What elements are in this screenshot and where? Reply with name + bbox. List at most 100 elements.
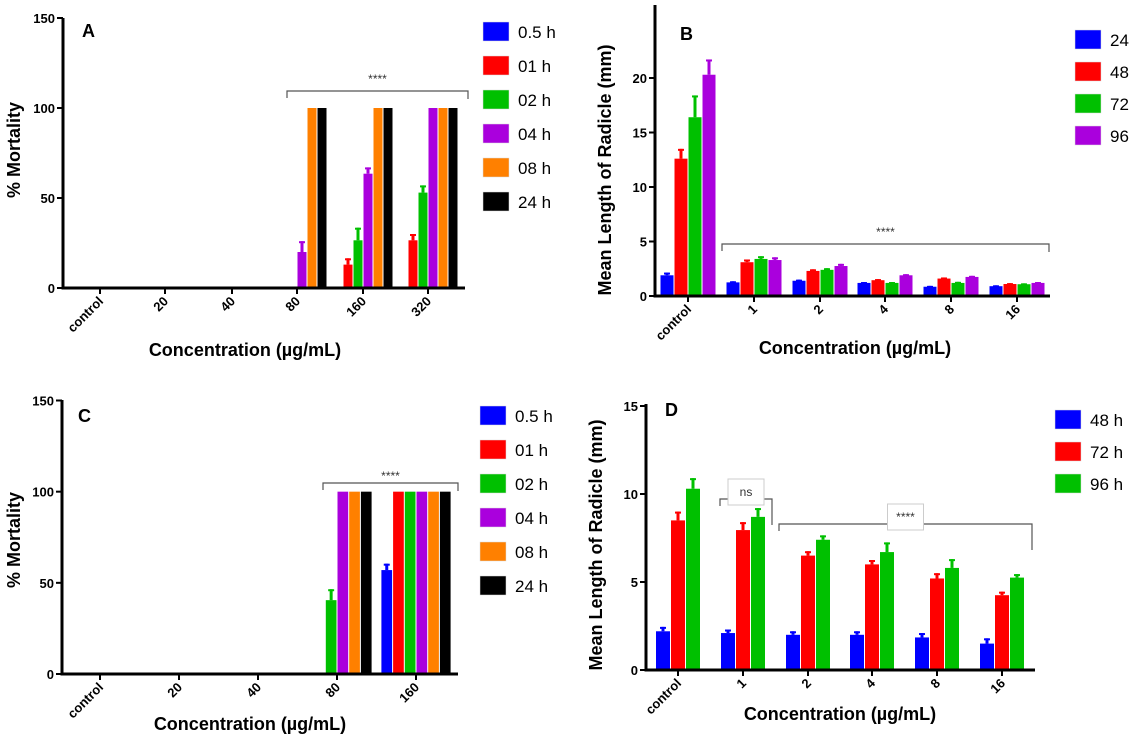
x-tick-label: control (652, 302, 694, 344)
error-cap (410, 234, 416, 236)
bar (656, 631, 670, 670)
bar (980, 643, 994, 670)
error-bar (870, 560, 874, 565)
bar (850, 634, 864, 670)
significance-box (887, 503, 924, 531)
error-cap (755, 508, 761, 511)
error-cap (869, 560, 875, 562)
x-tick-label: 160 (343, 294, 369, 320)
legend-swatch (479, 439, 507, 460)
y-tick-label: 100 (32, 485, 54, 500)
bar (349, 491, 360, 674)
error-bar (920, 633, 924, 638)
legend-swatch (1074, 61, 1102, 82)
bar (945, 567, 959, 670)
legend-swatch (482, 55, 510, 76)
error-cap (949, 559, 955, 562)
bar (1031, 282, 1045, 296)
error-cap (383, 563, 390, 566)
error-cap (690, 478, 696, 481)
legend-label: 48 (1110, 63, 1129, 82)
bar (834, 266, 848, 296)
bar (343, 264, 353, 288)
legend-label: 24 (1110, 31, 1129, 50)
error-cap (692, 95, 698, 98)
error-cap (420, 185, 426, 188)
y-tick-label: 50 (40, 576, 54, 591)
bar (393, 491, 404, 674)
legend-label: 04 h (518, 125, 551, 144)
legend-swatch (479, 575, 507, 596)
bar (418, 192, 428, 288)
error-cap (772, 257, 778, 260)
error-bar (411, 234, 415, 241)
bar (428, 108, 438, 288)
error-cap (984, 638, 990, 641)
bar (317, 108, 327, 288)
legend-swatch (482, 21, 510, 42)
bar (786, 634, 800, 670)
chart-panel-a: 0 50 100 150 control 20 40 80 160 320 Concentratio… (4, 11, 556, 360)
error-bar (741, 522, 745, 531)
bar (383, 108, 393, 288)
legend-swatch (1054, 409, 1082, 430)
bar (937, 278, 951, 296)
significance-label: **** (876, 225, 895, 239)
legend-label: 0.5 h (515, 407, 553, 426)
error-bar (821, 535, 825, 540)
x-tick-label: 8 (927, 676, 943, 692)
bar (448, 108, 458, 288)
x-axis-title: Concentration (µg/mL) (759, 338, 951, 358)
error-cap (744, 259, 750, 262)
error-bar (950, 559, 954, 568)
bar (671, 520, 685, 670)
x-tick-label: 2 (798, 676, 814, 692)
legend-label: 48 h (1090, 411, 1123, 430)
bar (801, 555, 815, 670)
legend-swatch (479, 541, 507, 562)
chart-panel-d: 0 5 10 15 control 1 2 4 8 16 Concentration (µg/mL)… (586, 399, 1123, 724)
bar (297, 252, 307, 288)
error-bar (806, 551, 810, 556)
y-tick-label: 0 (640, 289, 647, 304)
legend-label: 04 h (515, 509, 548, 528)
x-axis-title: Concentration (µg/mL) (154, 714, 346, 734)
significance-bracket (721, 243, 1050, 252)
bar (751, 516, 765, 670)
bar (930, 578, 944, 670)
x-tick-label: 4 (862, 675, 878, 691)
error-cap (903, 274, 909, 277)
x-tick-label: 80 (282, 294, 303, 315)
bar (820, 269, 834, 296)
y-axis-title: % Mortality (4, 492, 24, 588)
error-bar (707, 59, 711, 75)
x-tick-label: control (64, 294, 106, 336)
y-tick-label: 10 (633, 180, 647, 195)
y-tick-label: 15 (624, 399, 638, 414)
chart-panel-c: 0 50 100 150 control 20 40 80 160 Concentration (… (4, 394, 553, 735)
bar (880, 552, 894, 670)
legend-label: 24 h (518, 193, 551, 212)
bar (857, 282, 871, 296)
error-cap (875, 279, 881, 282)
error-cap (675, 511, 681, 514)
bar (439, 491, 451, 674)
error-cap (725, 629, 731, 632)
error-cap (790, 631, 796, 634)
bar (736, 530, 750, 670)
x-tick-label: 20 (164, 680, 185, 701)
bar (792, 280, 806, 296)
legend-label: 08 h (515, 543, 548, 562)
error-cap (664, 272, 670, 275)
bar (416, 491, 428, 674)
x-tick-label: 80 (322, 680, 343, 701)
error-cap (969, 275, 975, 278)
y-tick-label: 0 (48, 281, 55, 296)
bar (740, 262, 754, 296)
bar (307, 108, 317, 288)
significance-label: **** (368, 72, 387, 86)
legend-swatch (1074, 125, 1102, 146)
legend-label: 02 h (515, 475, 548, 494)
panel-label: D (665, 400, 678, 420)
bar (325, 600, 337, 674)
